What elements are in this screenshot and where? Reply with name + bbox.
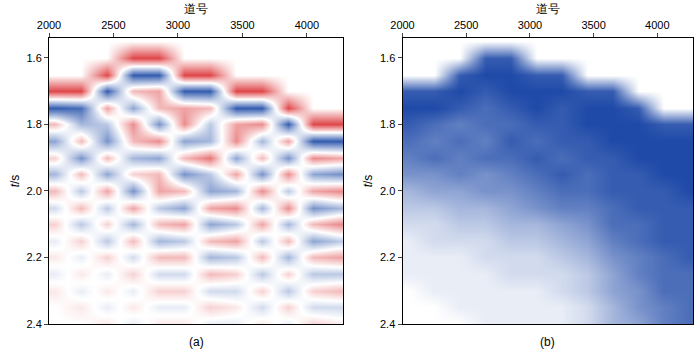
- svg-text:2000: 2000: [37, 19, 61, 31]
- svg-text:3000: 3000: [518, 19, 542, 31]
- svg-text:2.4: 2.4: [380, 318, 395, 330]
- svg-text:3500: 3500: [581, 19, 605, 31]
- svg-text:1.8: 1.8: [27, 118, 42, 130]
- svg-text:t/s: t/s: [361, 175, 375, 188]
- svg-text:2000: 2000: [390, 19, 414, 31]
- svg-text:3500: 3500: [230, 19, 254, 31]
- svg-text:2.0: 2.0: [380, 185, 395, 197]
- svg-text:2.2: 2.2: [380, 251, 395, 263]
- svg-text:1.6: 1.6: [27, 52, 42, 64]
- svg-text:4000: 4000: [295, 19, 319, 31]
- svg-text:道号: 道号: [184, 2, 208, 16]
- svg-text:2.2: 2.2: [27, 251, 42, 263]
- svg-text:道号: 道号: [536, 2, 560, 16]
- svg-text:3000: 3000: [166, 19, 190, 31]
- svg-text:2.4: 2.4: [27, 318, 42, 330]
- svg-text:1.8: 1.8: [380, 118, 395, 130]
- svg-text:(a): (a): [189, 335, 204, 349]
- svg-text:t/s: t/s: [8, 175, 22, 188]
- svg-text:1.6: 1.6: [380, 52, 395, 64]
- svg-text:2500: 2500: [101, 19, 125, 31]
- svg-text:2500: 2500: [454, 19, 478, 31]
- svg-text:(b): (b): [540, 335, 555, 349]
- svg-text:4000: 4000: [645, 19, 669, 31]
- svg-text:2.0: 2.0: [27, 185, 42, 197]
